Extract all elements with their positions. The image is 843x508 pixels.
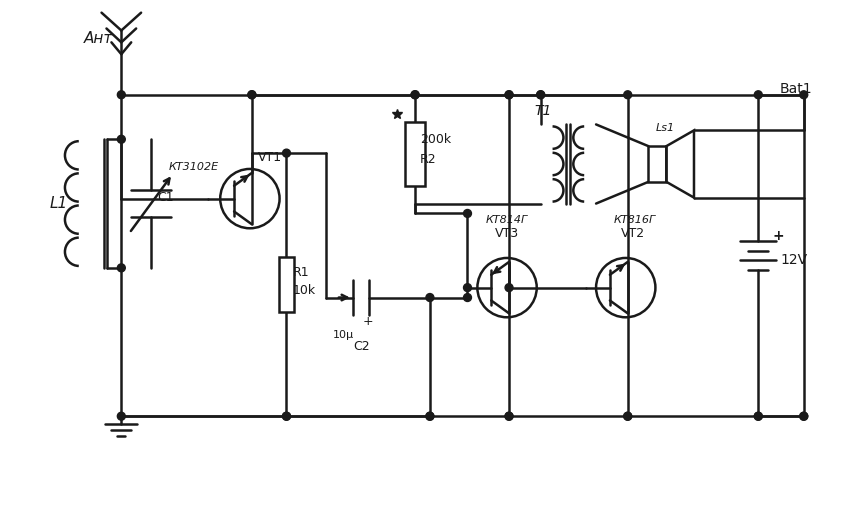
- Circle shape: [505, 91, 513, 99]
- Circle shape: [800, 412, 808, 420]
- Circle shape: [411, 91, 419, 99]
- Text: C2: C2: [352, 340, 369, 354]
- Text: Ант: Ант: [83, 31, 113, 46]
- Text: +: +: [772, 229, 784, 243]
- Circle shape: [505, 412, 513, 420]
- Bar: [278, 258, 294, 312]
- Circle shape: [282, 412, 291, 420]
- Circle shape: [624, 412, 631, 420]
- Text: VT2: VT2: [620, 227, 645, 240]
- Circle shape: [624, 412, 631, 420]
- Text: 10k: 10k: [293, 284, 315, 297]
- Text: КТ3102Е: КТ3102Е: [169, 162, 219, 172]
- Circle shape: [537, 91, 545, 99]
- Circle shape: [282, 412, 291, 420]
- Text: VT3: VT3: [495, 227, 519, 240]
- Circle shape: [282, 149, 291, 157]
- Circle shape: [411, 91, 419, 99]
- Text: 10μ: 10μ: [333, 330, 354, 340]
- Circle shape: [248, 91, 255, 99]
- Bar: [648, 146, 666, 182]
- Text: 12V: 12V: [780, 253, 807, 267]
- Text: Ls1: Ls1: [655, 123, 674, 134]
- Bar: [405, 122, 425, 186]
- Circle shape: [754, 91, 762, 99]
- Text: 200k: 200k: [420, 133, 451, 146]
- Text: +: +: [362, 315, 373, 328]
- Circle shape: [426, 412, 434, 420]
- Text: Bat1: Bat1: [780, 82, 813, 96]
- Circle shape: [248, 91, 255, 99]
- Circle shape: [800, 412, 808, 420]
- Circle shape: [505, 283, 513, 292]
- Circle shape: [505, 91, 513, 99]
- Text: L1: L1: [49, 196, 67, 211]
- Circle shape: [754, 412, 762, 420]
- Text: VT1: VT1: [258, 150, 282, 164]
- Circle shape: [464, 209, 471, 217]
- Circle shape: [117, 264, 126, 272]
- Text: КТ814Г: КТ814Г: [486, 215, 528, 226]
- Circle shape: [624, 91, 631, 99]
- Text: КТ816Г: КТ816Г: [614, 215, 656, 226]
- Circle shape: [426, 412, 434, 420]
- Text: T1: T1: [534, 104, 552, 117]
- Text: C1: C1: [157, 191, 174, 204]
- Circle shape: [117, 135, 126, 143]
- Circle shape: [754, 412, 762, 420]
- Text: R2: R2: [420, 152, 437, 166]
- Circle shape: [464, 283, 471, 292]
- Circle shape: [426, 294, 434, 301]
- Circle shape: [800, 91, 808, 99]
- Text: R1: R1: [293, 266, 309, 279]
- Circle shape: [117, 91, 126, 99]
- Circle shape: [537, 91, 545, 99]
- Circle shape: [464, 294, 471, 301]
- Circle shape: [117, 412, 126, 420]
- Circle shape: [505, 412, 513, 420]
